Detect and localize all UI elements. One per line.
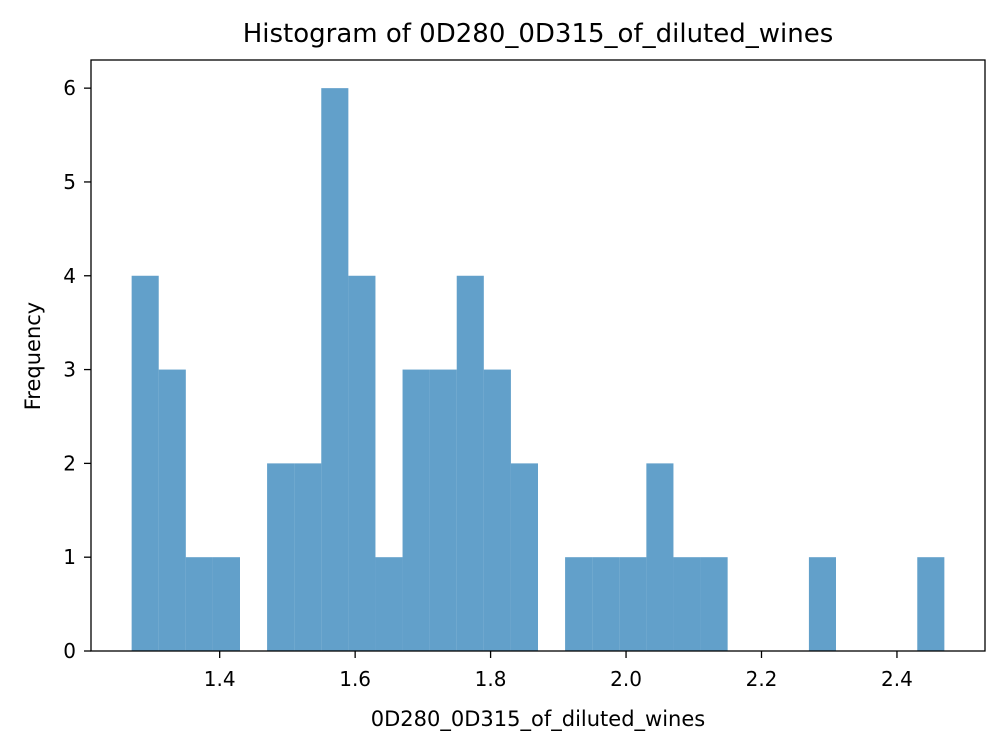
histogram-bar-19	[646, 463, 674, 651]
histogram-bar-8	[348, 275, 376, 651]
histogram-bar-1	[158, 369, 186, 651]
x-tick-label: 1.6	[339, 667, 371, 691]
x-tick-label: 2.4	[881, 667, 913, 691]
histogram-bar-14	[510, 463, 538, 651]
y-tick-label: 2	[63, 451, 76, 475]
histogram-bar-25	[808, 557, 836, 651]
x-tick-label: 1.8	[475, 667, 507, 691]
histogram-bar-18	[619, 557, 647, 651]
y-tick-label: 6	[63, 76, 76, 100]
histogram-bar-6	[294, 463, 322, 651]
bars-group	[131, 88, 945, 651]
histogram-bar-16	[565, 557, 593, 651]
histogram-bar-12	[456, 275, 484, 651]
histogram-bar-11	[429, 369, 457, 651]
histogram-bar-17	[592, 557, 620, 651]
histogram-bar-0	[131, 275, 159, 651]
x-axis-label: 0D280_0D315_of_diluted_wines	[371, 707, 705, 732]
histogram-bar-20	[673, 557, 701, 651]
y-tick-label: 3	[63, 358, 76, 382]
histogram-bar-9	[375, 557, 403, 651]
y-tick-label: 0	[63, 639, 76, 663]
histogram-bar-2	[185, 557, 213, 651]
histogram-bar-21	[700, 557, 728, 651]
y-tick-label: 4	[63, 264, 76, 288]
x-tick-label: 2.2	[746, 667, 778, 691]
histogram-bar-5	[267, 463, 295, 651]
x-axis-ticks: 1.4 1.6 1.8 2.0 2.2 2.4	[204, 651, 913, 691]
histogram-bar-10	[402, 369, 430, 651]
histogram-bar-13	[483, 369, 511, 651]
x-tick-label: 1.4	[204, 667, 236, 691]
histogram-bar-7	[321, 88, 349, 651]
histogram-bar-3	[212, 557, 240, 651]
y-axis-label: Frequency	[21, 302, 45, 411]
x-tick-label: 2.0	[610, 667, 642, 691]
y-tick-label: 1	[63, 545, 76, 569]
chart-title: Histogram of 0D280_0D315_of_diluted_wine…	[243, 19, 834, 49]
plot-frame	[90, 59, 986, 652]
y-axis-ticks: 0 1 2 3 4 5 6	[63, 76, 91, 663]
y-tick-label: 5	[63, 170, 76, 194]
histogram-bar-29	[917, 557, 945, 651]
